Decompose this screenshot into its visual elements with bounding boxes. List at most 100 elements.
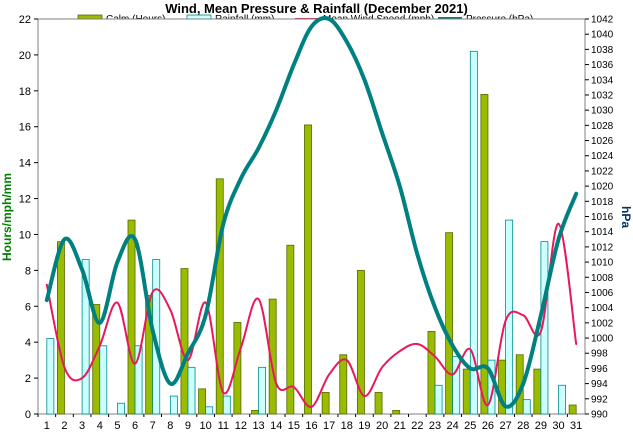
x-tick-label: 25	[464, 420, 476, 432]
y-left-tick-label: 12	[19, 194, 31, 206]
y-left-tick-label: 22	[19, 14, 31, 26]
calm-bar	[321, 392, 330, 415]
y-left-tick-label: 2	[25, 373, 31, 385]
rainfall-bar	[117, 402, 125, 415]
x-tick-label: 6	[132, 420, 138, 432]
rainfall-bar	[205, 406, 214, 415]
calm-bar	[233, 322, 242, 415]
x-tick-label: 13	[252, 420, 264, 432]
x-tick-label: 31	[570, 420, 582, 432]
calm-bar	[286, 244, 295, 415]
calm-bar	[339, 354, 348, 415]
wind-speed-line	[45, 222, 578, 408]
x-tick-label: 15	[288, 420, 300, 432]
rainfall-bar	[258, 366, 267, 415]
x-tick-label: 29	[535, 420, 547, 432]
calm-bar	[392, 410, 401, 415]
bars	[46, 50, 577, 415]
x-tick-label: 24	[447, 420, 459, 432]
x-tick-label: 22	[411, 420, 423, 432]
calm-bar	[568, 404, 577, 415]
y-right-tick-label: 1026	[591, 136, 614, 147]
calm-bar	[304, 124, 312, 415]
x-tick-label: 7	[150, 420, 156, 432]
x-tick-label: 23	[429, 420, 441, 432]
x-tick-label: 27	[499, 420, 511, 432]
y-right-tick-label: 1006	[591, 288, 614, 299]
y-left-tick-label: 18	[19, 86, 31, 98]
rainfall-bar	[222, 395, 231, 415]
rainfall-bar	[46, 338, 55, 415]
calm-bar	[462, 368, 471, 415]
y-right-tick-label: 1022	[591, 166, 614, 177]
x-tick-label: 14	[270, 420, 282, 432]
y-right-tick-label: 992	[591, 394, 608, 405]
x-tick-label: 26	[482, 420, 494, 432]
x-tick-label: 30	[552, 420, 564, 432]
y-right-tick-label: 1038	[591, 45, 614, 56]
lines	[44, 16, 579, 409]
calm-bar	[251, 410, 259, 415]
x-tick-label: 8	[167, 420, 173, 432]
calm-bar	[480, 94, 489, 415]
y-left-tick-label: 16	[19, 122, 31, 134]
y-right-tick-label: 1034	[591, 75, 614, 86]
y-right-tick-label: 1030	[591, 106, 614, 117]
y-right-tick-label: 1024	[591, 151, 614, 162]
y-right-tick-label: 1028	[591, 121, 614, 132]
y-right-tick-label: 1036	[591, 60, 614, 71]
y-right-tick-label: 1016	[591, 212, 614, 223]
x-tick-label: 9	[185, 420, 191, 432]
y-right-tick-label: 1020	[591, 182, 614, 193]
y-left-tick-label: 4	[25, 337, 31, 349]
calm-bar	[533, 368, 542, 415]
rainfall-bar	[505, 219, 514, 415]
rainfall-bar	[469, 50, 478, 415]
calm-bar	[215, 178, 224, 415]
y-axis-label-left: Hours/mph/mm	[0, 173, 14, 261]
y-right-tick-label: 1002	[591, 318, 614, 329]
calm-bar	[180, 268, 189, 415]
chart-title: Wind, Mean Pressure & Rainfall (December…	[165, 1, 468, 16]
y-right-tick-label: 998	[591, 349, 608, 360]
calm-bar	[427, 331, 436, 415]
x-tick-label: 28	[517, 420, 529, 432]
y-right-tick-label: 1008	[591, 273, 614, 284]
rainfall-bar	[434, 384, 443, 415]
rainfall-bar	[99, 345, 108, 415]
y-right-tick-label: 1000	[591, 334, 614, 345]
x-tick-label: 12	[235, 420, 247, 432]
x-tick-label: 10	[200, 420, 212, 432]
x-tick-label: 19	[358, 420, 370, 432]
x-tick-label: 17	[323, 420, 335, 432]
rainfall-bar	[452, 356, 461, 415]
rainfall-bar	[134, 345, 143, 415]
rainfall-bar	[558, 384, 566, 415]
calm-bar	[268, 298, 277, 415]
x-tick-label: 16	[305, 420, 317, 432]
y-right-tick-label: 1040	[591, 30, 614, 41]
x-tick-label: 5	[114, 420, 120, 432]
y-right-tick-label: 1014	[591, 227, 614, 238]
rainfall-bar	[187, 366, 196, 415]
y-left-tick-label: 8	[25, 265, 31, 277]
y-right-tick-label: 1004	[591, 303, 614, 314]
x-tick-label: 18	[341, 420, 353, 432]
y-right-tick-label: 994	[591, 379, 608, 390]
calm-bar	[374, 392, 383, 415]
x-tick-label: 1	[44, 420, 50, 432]
y-right-tick-label: 1010	[591, 258, 614, 269]
y-right-tick-label: 990	[591, 410, 608, 421]
x-tick-label: 2	[61, 420, 67, 432]
rainfall-bar	[169, 395, 178, 415]
y-left-tick-label: 14	[19, 158, 31, 170]
y-right-tick-label: 1012	[591, 242, 614, 253]
calm-bar	[57, 241, 65, 415]
calm-bar	[356, 269, 365, 415]
y-left-tick-label: 0	[25, 409, 31, 421]
rainfall-bar	[81, 259, 90, 415]
calm-bar	[127, 219, 136, 415]
y-right-tick-label: 996	[591, 364, 608, 375]
rainfall-bar	[522, 399, 531, 415]
